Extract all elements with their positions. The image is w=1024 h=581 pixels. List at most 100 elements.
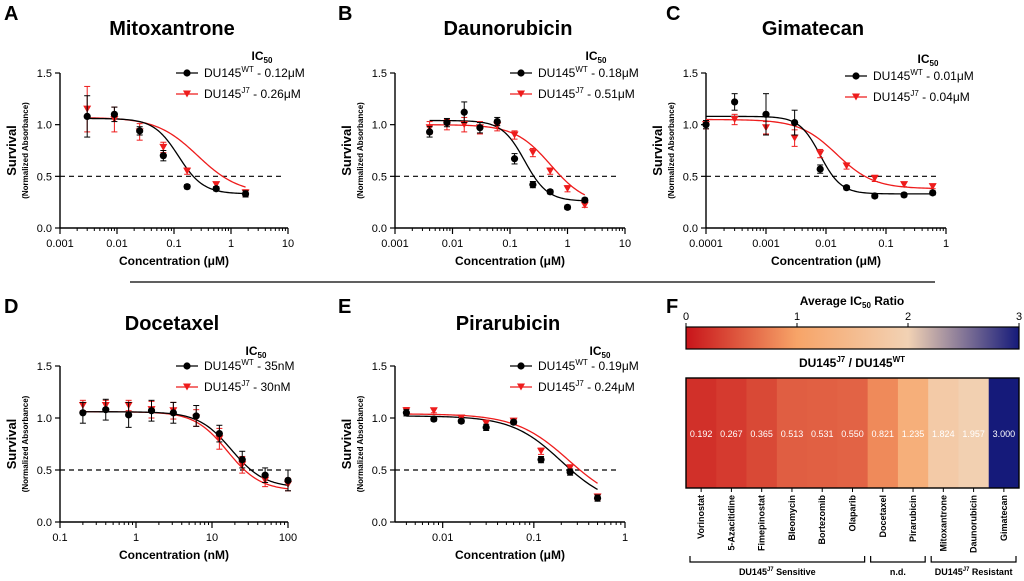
heatmap-cell — [716, 378, 747, 488]
heatmap-value-label: 3.000 — [993, 429, 1016, 439]
scale-title-tail: Ratio — [871, 294, 904, 308]
scale-title-text: Average IC — [800, 294, 863, 308]
legend-entry: DU145WT - 0.18μM — [538, 65, 639, 80]
data-point-wt — [284, 476, 292, 484]
legend-marker-j7 — [183, 90, 191, 98]
data-point-wt — [261, 471, 269, 479]
ic50-heading: IC50 — [590, 344, 611, 360]
data-point-wt — [83, 112, 91, 120]
y-axis-label: Survival — [4, 125, 19, 176]
legend-marker-wt — [852, 72, 860, 80]
y-tick-label: 0.5 — [372, 171, 387, 183]
x-tick-label: 0.1 — [526, 532, 541, 544]
x-tick-label: 10 — [619, 238, 631, 250]
legend-entry: DU145WT - 0.19μM — [538, 358, 639, 373]
x-tick-label: 0.01 — [432, 532, 453, 544]
y-tick-label: 1.5 — [37, 68, 52, 80]
category-label: Mitoxantrone — [938, 495, 948, 552]
legend-name: DU145 — [873, 90, 911, 104]
chart-title: Pirarubicin — [456, 313, 560, 335]
y-tick-label: 0.5 — [683, 171, 698, 183]
legend-ic50-value: - 0.12μM — [254, 66, 305, 80]
data-point-j7 — [580, 201, 589, 209]
panel-letter: B — [338, 3, 352, 25]
data-point-wt — [212, 185, 220, 193]
legend-ic50-value: - 30nM — [250, 380, 291, 394]
y-axis-sublabel: (Normalized Absorbance) — [356, 395, 365, 492]
legend-superscript: J7 — [575, 86, 584, 95]
y-tick-label: 0.0 — [372, 223, 387, 235]
legend-entry: DU145J7 - 0.24μM — [538, 379, 635, 394]
heatmap-value-label: 1.824 — [932, 429, 955, 439]
legend-name: DU145 — [873, 69, 911, 83]
data-point-wt — [510, 418, 518, 426]
x-tick-label: 1 — [564, 238, 570, 250]
legend-marker-wt — [183, 362, 191, 370]
data-point-wt — [702, 121, 710, 129]
legend-superscript: WT — [241, 358, 254, 367]
panel-letter: A — [4, 3, 18, 25]
fit-curve-j7 — [82, 411, 289, 490]
heatmap-cell — [867, 378, 899, 488]
data-point-j7 — [528, 149, 537, 157]
data-point-wt — [476, 124, 484, 132]
data-point-wt — [460, 108, 468, 116]
data-point-wt — [457, 417, 465, 425]
ic50-label: IC — [252, 49, 264, 63]
group-label: DU145J7 Sensitive — [739, 567, 816, 577]
data-point-wt — [79, 409, 87, 417]
data-point-wt — [430, 415, 438, 423]
data-point-wt — [402, 409, 410, 417]
data-point-j7 — [842, 162, 851, 170]
data-point-wt — [581, 196, 589, 204]
chart-title: Mitoxantrone — [109, 18, 235, 40]
x-tick-label: 10 — [282, 238, 294, 250]
category-label: Daunorubicin — [969, 495, 979, 553]
x-axis-label: Concentration (μM) — [455, 254, 565, 268]
x-tick-label: 1 — [943, 238, 949, 250]
panel-letter: F — [666, 296, 678, 318]
ic50-subscript: 50 — [602, 351, 611, 360]
group-label-text: n.d. — [890, 567, 906, 577]
ic50-subscript: 50 — [258, 351, 267, 360]
data-point-j7 — [900, 181, 909, 189]
legend-ic50-value: - 35nM — [254, 359, 295, 373]
data-point-wt — [731, 98, 739, 106]
x-axis-label: Concentration (nM) — [119, 548, 229, 562]
heatmap-cell — [897, 378, 929, 488]
ratio-title-b: / DU145 — [845, 356, 893, 370]
y-tick-label: 0.0 — [37, 517, 52, 529]
data-point-wt — [791, 119, 799, 127]
data-point-wt — [192, 412, 200, 420]
data-point-j7 — [546, 167, 555, 175]
panel-letter: D — [4, 296, 18, 318]
data-point-wt — [566, 468, 574, 476]
color-scale-bar — [685, 326, 1020, 350]
data-point-j7 — [429, 407, 438, 415]
legend-entry: DU145WT - 0.01μM — [873, 68, 974, 83]
y-tick-label: 0.5 — [372, 465, 387, 477]
scale-tick-label: 3 — [1016, 311, 1022, 323]
y-tick-label: 0.5 — [37, 171, 52, 183]
y-tick-label: 1.0 — [37, 120, 52, 132]
x-axis-label: Concentration (μM) — [119, 254, 229, 268]
heatmap-cell — [928, 378, 959, 488]
legend-name: DU145 — [538, 66, 576, 80]
ic50-heading: IC50 — [246, 344, 267, 360]
x-tick-label: 0.01 — [442, 238, 463, 250]
data-point-wt — [529, 181, 537, 189]
heatmap-cell — [686, 378, 717, 488]
y-tick-label: 1.0 — [372, 120, 387, 132]
heatmap-value-label: 0.550 — [841, 429, 864, 439]
data-point-wt — [929, 189, 937, 197]
y-tick-label: 1.0 — [683, 120, 698, 132]
ic50-subscript: 50 — [598, 56, 607, 65]
legend-superscript: J7 — [575, 379, 584, 388]
ic50-heading: IC50 — [586, 49, 607, 65]
y-tick-label: 0.0 — [683, 223, 698, 235]
legend-name: DU145 — [538, 87, 576, 101]
scale-title-subscript: 50 — [862, 301, 871, 310]
scale-tick-label: 1 — [794, 311, 800, 323]
group-label-text: DU145 — [739, 567, 767, 577]
y-tick-label: 1.5 — [37, 361, 52, 373]
